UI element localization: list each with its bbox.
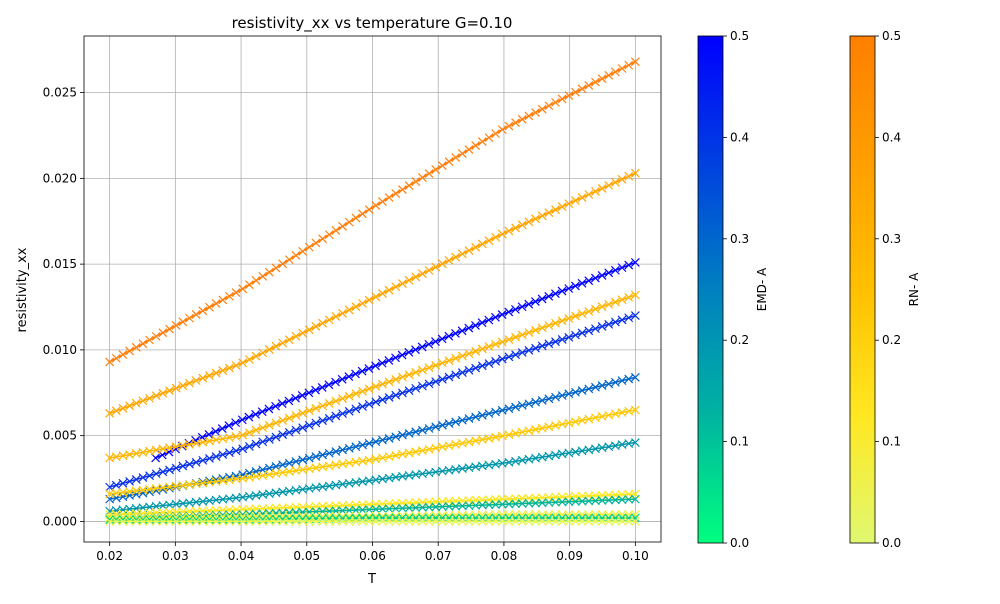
series-markers	[105, 489, 640, 519]
x-tick-label: 0.06	[359, 549, 386, 563]
colorbar-label: RN- A	[907, 272, 921, 306]
y-tick-label: 0.025	[43, 86, 77, 100]
series-markers	[105, 311, 640, 492]
colorbar-1: 0.0 0.1 0.2 0.3 0.4 0.5 EMD- A	[697, 29, 769, 550]
chart-title: resistivity_xx vs temperature G=0.10	[232, 14, 513, 33]
colorbar-gradient	[697, 35, 724, 544]
series-9	[105, 489, 640, 519]
colorbar-tick-label: 0.0	[882, 536, 901, 550]
x-tick-label: 0.05	[293, 549, 320, 563]
series-13	[105, 516, 640, 526]
x-tick-label: 0.04	[228, 549, 255, 563]
colorbar-tick-label: 0.4	[882, 130, 901, 144]
x-tick-label: 0.03	[162, 549, 189, 563]
series-line	[109, 493, 636, 516]
series-markers	[105, 168, 640, 418]
y-tick-label: 0.010	[43, 343, 77, 357]
colorbar-tick-label: 0.1	[730, 435, 749, 449]
colorbar-tick-label: 0.2	[730, 333, 749, 347]
series-markers	[105, 57, 640, 367]
series-1	[105, 57, 640, 367]
series-11	[105, 510, 640, 523]
series-markers	[105, 372, 640, 504]
colorbar-label: EMD- A	[755, 267, 769, 311]
y-tick-label: 0.005	[43, 429, 77, 443]
y-tick-label: 0.015	[43, 257, 77, 271]
colorbar-tick-label: 0.4	[730, 130, 749, 144]
colorbar-tick-label: 0.3	[882, 232, 901, 246]
y-tick-label: 0.020	[43, 171, 77, 185]
colorbar-gradient	[849, 35, 876, 544]
series-4	[105, 290, 640, 463]
colorbar-tick-label: 0.5	[882, 29, 901, 43]
series-markers	[105, 510, 640, 523]
colorbar-tick-label: 0.2	[882, 333, 901, 347]
x-tick-label: 0.02	[96, 549, 123, 563]
series-7	[105, 405, 640, 499]
colorbar-tick-label: 0.3	[730, 232, 749, 246]
colorbar-tick-label: 0.1	[882, 435, 901, 449]
x-tick-label: 0.09	[556, 549, 583, 563]
colorbar-2: 0.0 0.1 0.2 0.3 0.4 0.5 RN- A	[849, 29, 921, 550]
series-5	[105, 311, 640, 492]
x-tick-label: 0.10	[622, 549, 649, 563]
series-markers	[151, 257, 640, 463]
series-markers	[105, 290, 640, 463]
y-axis-label: resistivity_xx	[15, 247, 30, 332]
colorbar-tick-label: 0.0	[730, 536, 749, 550]
series-3	[151, 257, 640, 463]
series-line	[109, 441, 636, 512]
series-line	[109, 409, 636, 495]
series-markers	[105, 513, 640, 525]
colorbar-tick-label: 0.5	[730, 29, 749, 43]
x-axis-label: T	[367, 572, 376, 587]
series-markers	[105, 405, 640, 499]
series-8	[105, 438, 640, 516]
plot-area: 0.02 0.03 0.04 0.05 0.06 0.07 0.08 0.09 0.10 0.00…	[43, 35, 662, 563]
x-tick-label: 0.08	[491, 549, 518, 563]
series-2	[105, 168, 640, 418]
series-line	[109, 513, 636, 519]
y-tick-label: 0.000	[43, 514, 77, 528]
series-markers	[105, 438, 640, 516]
axes-frame	[83, 35, 662, 543]
x-tick-label: 0.07	[425, 549, 452, 563]
series-markers	[105, 516, 640, 526]
